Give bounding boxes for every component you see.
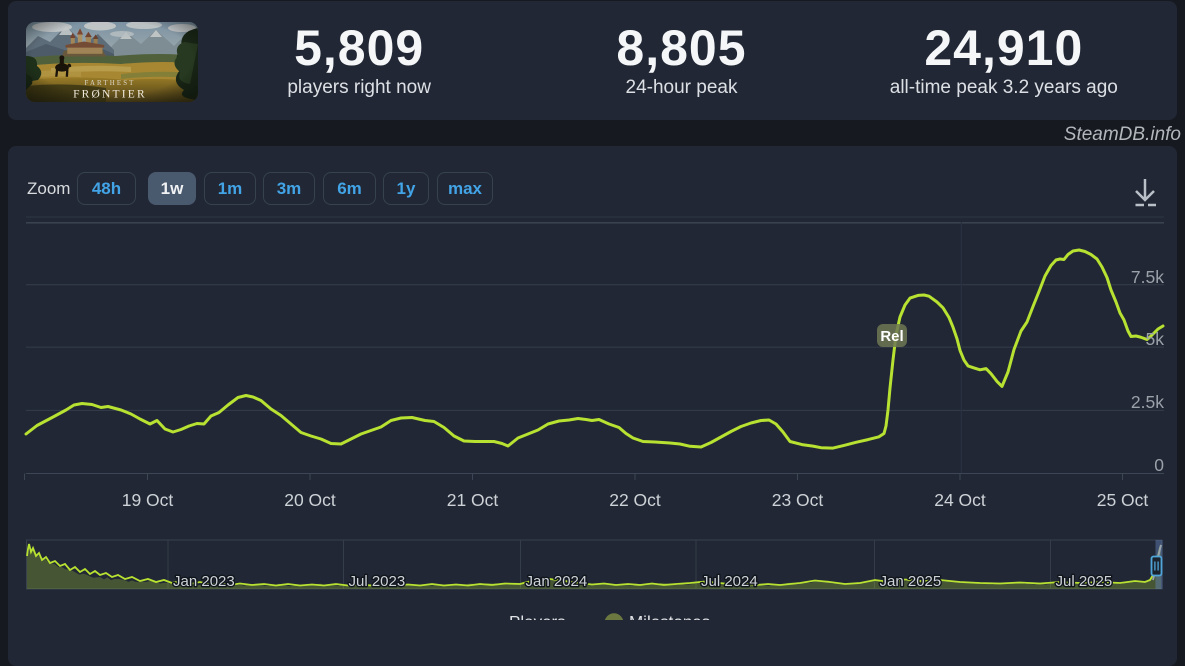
svg-text:FARTHEST: FARTHEST — [84, 80, 135, 87]
svg-text:FRØNTIER: FRØNTIER — [73, 89, 147, 101]
